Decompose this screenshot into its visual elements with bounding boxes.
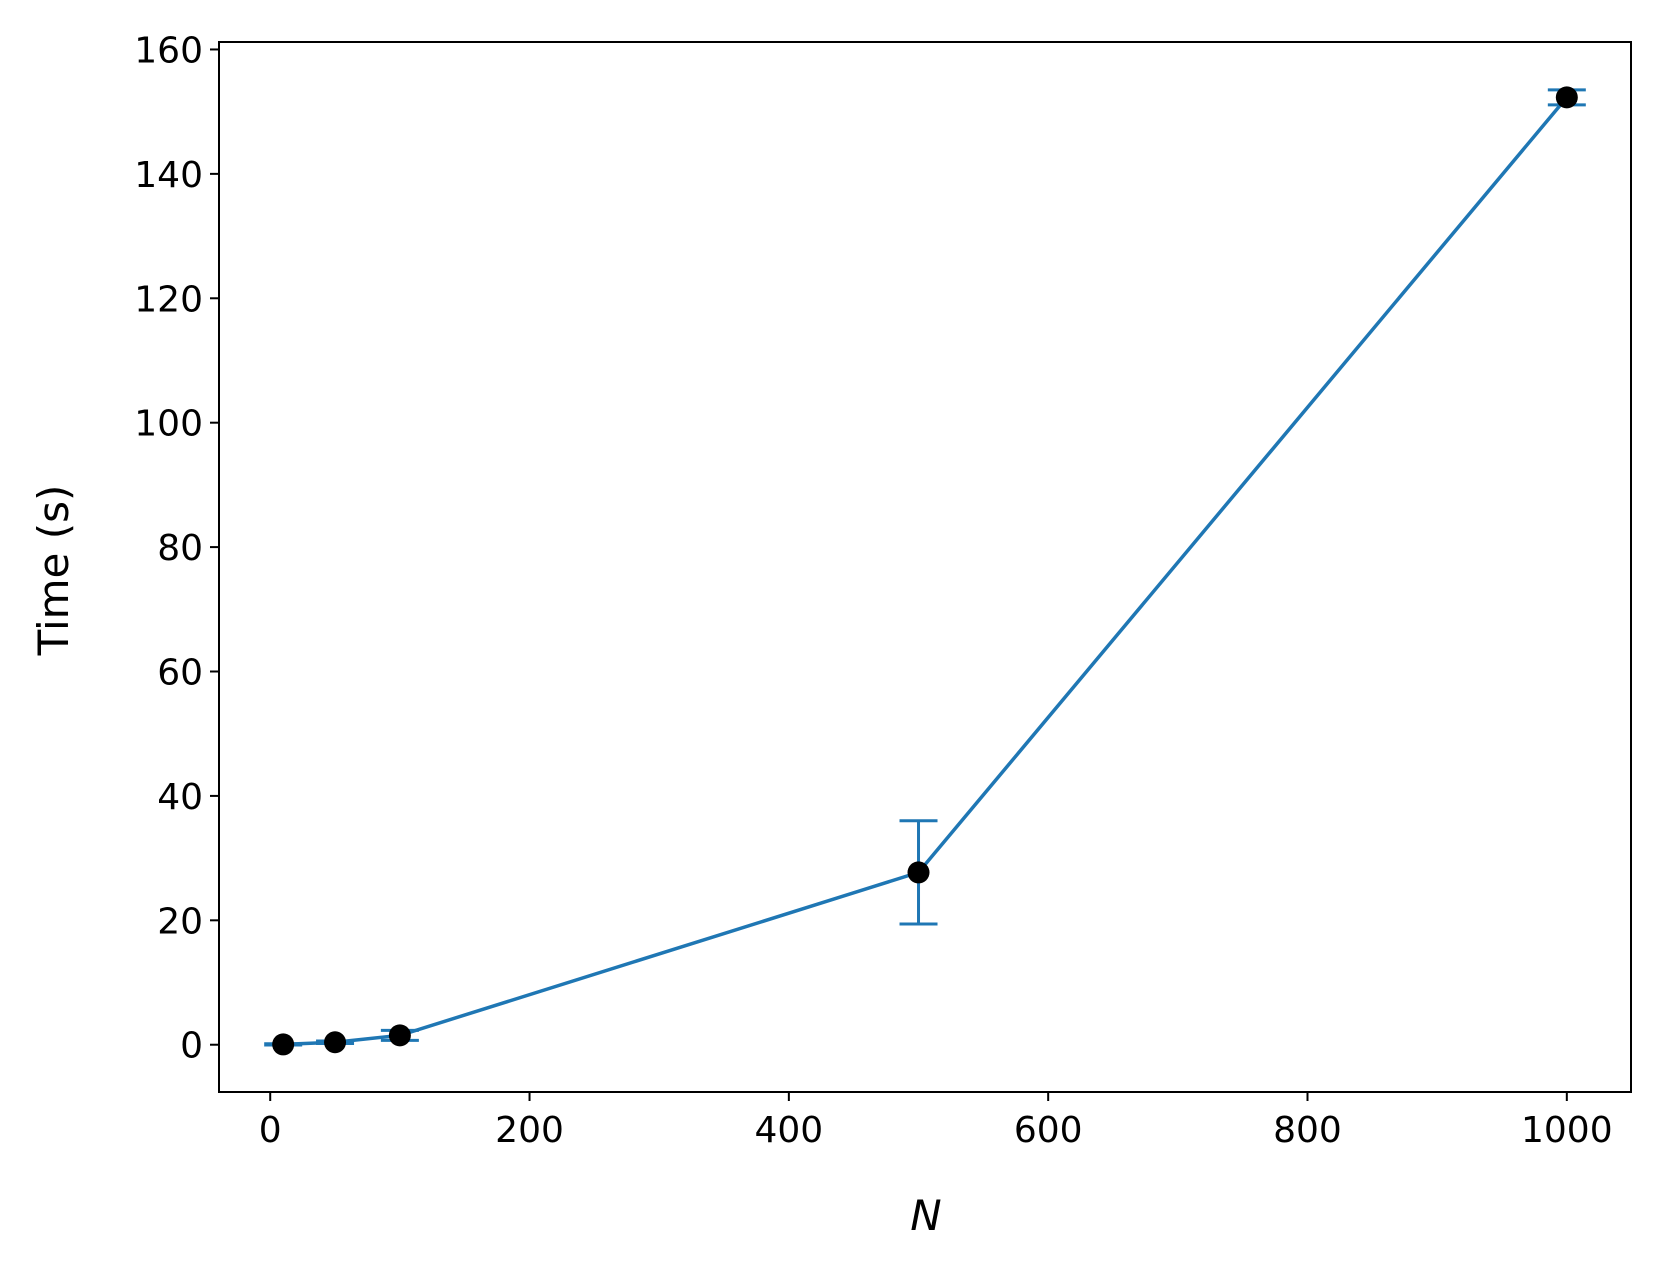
x-tick-label: 0 — [259, 1110, 282, 1151]
y-tick-label: 140 — [134, 155, 203, 196]
x-axis-label: N — [910, 1191, 941, 1240]
x-tick-label: 400 — [754, 1110, 823, 1151]
x-tick-label: 800 — [1273, 1110, 1342, 1151]
data-line — [283, 96, 1569, 1047]
y-axis-label: Time (s) — [29, 485, 78, 657]
x-tick-label: 200 — [495, 1110, 564, 1151]
y-tick-label: 60 — [157, 653, 203, 694]
data-point — [272, 1033, 295, 1056]
data-point — [324, 1031, 347, 1054]
y-tick-label: 80 — [157, 528, 203, 569]
y-tick-label: 40 — [157, 777, 203, 818]
x-tick-label: 1000 — [1521, 1110, 1613, 1151]
x-tick-label: 600 — [1014, 1110, 1083, 1151]
plot-frame — [218, 41, 1632, 1093]
y-tick-label: 160 — [134, 30, 203, 71]
y-tick-label: 0 — [180, 1026, 203, 1067]
y-tick-label: 120 — [134, 279, 203, 320]
data-point — [388, 1024, 411, 1047]
data-point — [1555, 86, 1578, 109]
y-tick-label: 100 — [134, 404, 203, 445]
data-point — [907, 861, 930, 884]
y-tick-label: 20 — [157, 901, 203, 942]
